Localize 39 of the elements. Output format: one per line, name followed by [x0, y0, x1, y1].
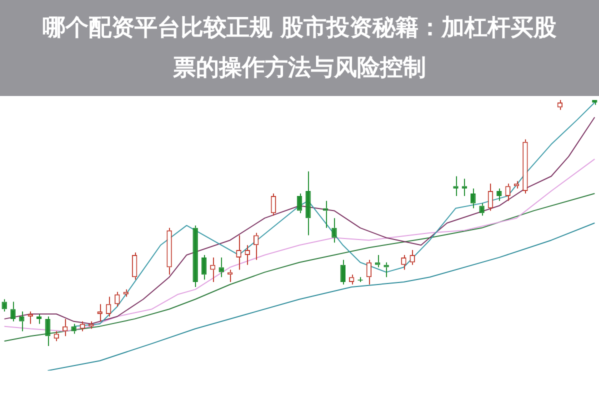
- candlestick: [28, 311, 33, 324]
- candlestick: [453, 176, 458, 196]
- candlestick: [45, 316, 50, 346]
- chart-title: 哪个配资平台比较正规 股市投资秘籍：加杠杆买股票的操作方法与风险控制: [41, 14, 558, 83]
- candlestick: [479, 202, 484, 216]
- candlestick: [496, 188, 502, 202]
- candlestick: [36, 314, 42, 324]
- candlestick: [505, 183, 510, 202]
- candlestick: [106, 296, 112, 317]
- candlestick: [384, 262, 389, 278]
- candlestick: [88, 320, 94, 330]
- candlestick: [123, 288, 128, 298]
- candlestick: [166, 227, 172, 276]
- candlestick: [80, 320, 86, 332]
- candlestick: [270, 192, 276, 216]
- candlestick: [375, 254, 380, 268]
- candlestick: [192, 224, 198, 288]
- candlestick: [592, 100, 598, 106]
- candlestick: [210, 256, 216, 283]
- candlestick: [332, 218, 337, 244]
- candlestick: [296, 192, 302, 214]
- candlestick: [488, 183, 494, 212]
- candlestick: [522, 138, 528, 194]
- candlestick: [201, 254, 207, 280]
- candlestick: [2, 298, 7, 312]
- candlestick: [97, 304, 102, 322]
- candlestick: [114, 291, 120, 308]
- candlestick: [10, 301, 16, 322]
- candlestick: [514, 180, 520, 190]
- candlestick: [132, 252, 138, 280]
- candlestick: [227, 269, 233, 283]
- candlestick: [322, 200, 328, 228]
- candlestick: [340, 259, 346, 285]
- candlestick: [71, 323, 76, 334]
- candlestick: [19, 311, 24, 332]
- candlestick: [366, 259, 372, 285]
- candlestick: [306, 170, 311, 236]
- candlestick: [462, 178, 468, 196]
- candlestick: [470, 188, 476, 209]
